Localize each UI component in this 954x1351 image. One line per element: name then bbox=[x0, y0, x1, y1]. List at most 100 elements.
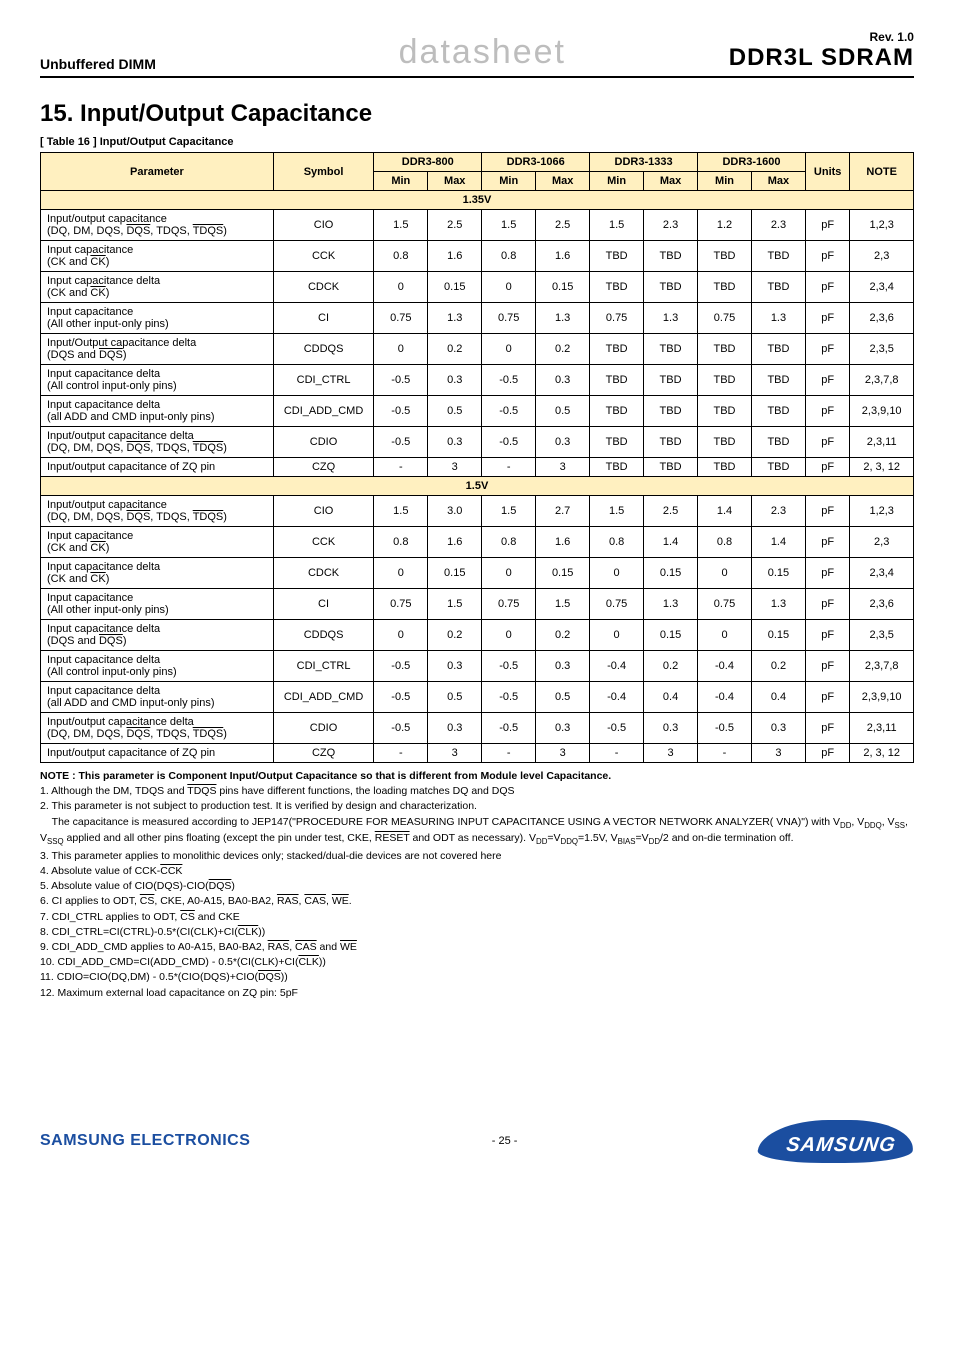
cell-note: 2,3,4 bbox=[850, 558, 914, 589]
header-right: Rev. 1.0 DDR3L SDRAM bbox=[729, 30, 914, 72]
cell-value: 0.3 bbox=[536, 427, 590, 458]
cell-value: 0 bbox=[482, 334, 536, 365]
cell-value: 0 bbox=[698, 558, 752, 589]
cell-value: 0.2 bbox=[536, 620, 590, 651]
cell-value: 1.3 bbox=[644, 303, 698, 334]
cell-value: - bbox=[590, 744, 644, 763]
cell-parameter: Input capacitance delta(DQS and DQS) bbox=[41, 620, 274, 651]
cell-symbol: CCK bbox=[273, 527, 374, 558]
cell-units: pF bbox=[805, 682, 849, 713]
cell-value: TBD bbox=[751, 365, 805, 396]
cell-value: 0.15 bbox=[751, 620, 805, 651]
table-row: Input capacitance(All other input-only p… bbox=[41, 303, 914, 334]
cell-value: 2.3 bbox=[751, 496, 805, 527]
cell-value: 0.4 bbox=[644, 682, 698, 713]
cell-value: TBD bbox=[751, 427, 805, 458]
col-ddr3-1333: DDR3-1333 bbox=[590, 153, 698, 172]
cell-note: 1,2,3 bbox=[850, 210, 914, 241]
cell-value: TBD bbox=[644, 334, 698, 365]
cell-value: 0 bbox=[698, 620, 752, 651]
col-min: Min bbox=[698, 172, 752, 191]
cell-value: 0.15 bbox=[644, 558, 698, 589]
table-row: Input capacitance(CK and CK)CCK0.81.60.8… bbox=[41, 527, 914, 558]
cell-value: TBD bbox=[590, 241, 644, 272]
cell-value: 3 bbox=[751, 744, 805, 763]
col-max: Max bbox=[644, 172, 698, 191]
cell-symbol: CDI_CTRL bbox=[273, 651, 374, 682]
cell-value: TBD bbox=[590, 334, 644, 365]
table-row: Input capacitance delta(CK and CK)CDCK00… bbox=[41, 558, 914, 589]
cell-note: 2,3 bbox=[850, 241, 914, 272]
cell-value: -0.4 bbox=[698, 651, 752, 682]
cell-parameter: Input capacitance(CK and CK) bbox=[41, 241, 274, 272]
cell-value: 2.5 bbox=[644, 496, 698, 527]
cell-parameter: Input/output capacitance(DQ, DM, DQS, DQ… bbox=[41, 496, 274, 527]
cell-value: TBD bbox=[698, 241, 752, 272]
cell-value: TBD bbox=[751, 396, 805, 427]
cell-value: 0.5 bbox=[536, 396, 590, 427]
cell-value: 3 bbox=[428, 458, 482, 477]
cell-value: TBD bbox=[644, 458, 698, 477]
col-max: Max bbox=[428, 172, 482, 191]
cell-value: -0.5 bbox=[482, 713, 536, 744]
cell-symbol: CDCK bbox=[273, 558, 374, 589]
table-row: Input/output capacitance(DQ, DM, DQS, DQ… bbox=[41, 210, 914, 241]
cell-value: 0.5 bbox=[428, 682, 482, 713]
cell-note: 2,3,11 bbox=[850, 427, 914, 458]
note-line: 10. CDI_ADD_CMD=CI(ADD_CMD) - 0.5*(CI(CL… bbox=[40, 955, 914, 969]
note-line: 4. Absolute value of CCK-CCK bbox=[40, 864, 914, 878]
cell-symbol: CIO bbox=[273, 496, 374, 527]
table-row: Input capacitance delta(all ADD and CMD … bbox=[41, 396, 914, 427]
cell-value: - bbox=[698, 744, 752, 763]
section-title: 15. Input/Output Capacitance bbox=[40, 100, 914, 128]
cell-symbol: CIO bbox=[273, 210, 374, 241]
cell-value: 0.75 bbox=[482, 589, 536, 620]
cell-value: -0.5 bbox=[374, 365, 428, 396]
footer-page-number: - 25 - bbox=[492, 1135, 518, 1147]
voltage-header-cell: 1.35V bbox=[41, 191, 914, 210]
cell-value: 0.2 bbox=[428, 334, 482, 365]
cell-value: 0.75 bbox=[698, 303, 752, 334]
voltage-header-row: 1.5V bbox=[41, 477, 914, 496]
cell-value: 0 bbox=[482, 558, 536, 589]
cell-value: 1.5 bbox=[374, 210, 428, 241]
cell-note: 2,3,9,10 bbox=[850, 396, 914, 427]
table-row: Input/output capacitance delta(DQ, DM, D… bbox=[41, 713, 914, 744]
cell-units: pF bbox=[805, 210, 849, 241]
voltage-header-row: 1.35V bbox=[41, 191, 914, 210]
cell-value: 3 bbox=[536, 744, 590, 763]
cell-units: pF bbox=[805, 365, 849, 396]
cell-value: TBD bbox=[644, 241, 698, 272]
cell-value: 0.75 bbox=[374, 589, 428, 620]
cell-symbol: CI bbox=[273, 589, 374, 620]
voltage-header-cell: 1.5V bbox=[41, 477, 914, 496]
notes-block: NOTE : This parameter is Component Input… bbox=[40, 769, 914, 1000]
cell-value: TBD bbox=[644, 427, 698, 458]
cell-value: 0.8 bbox=[482, 527, 536, 558]
note-line: The capacitance is measured according to… bbox=[40, 815, 914, 848]
cell-value: - bbox=[482, 458, 536, 477]
cell-symbol: CDI_ADD_CMD bbox=[273, 682, 374, 713]
cell-symbol: CCK bbox=[273, 241, 374, 272]
cell-value: 0 bbox=[374, 334, 428, 365]
cell-note: 2,3,4 bbox=[850, 272, 914, 303]
cell-value: 1.3 bbox=[536, 303, 590, 334]
table-row: Input/output capacitance delta(DQ, DM, D… bbox=[41, 427, 914, 458]
cell-value: -0.5 bbox=[374, 396, 428, 427]
cell-value: 0.2 bbox=[536, 334, 590, 365]
note-line: 3. This parameter applies to monolithic … bbox=[40, 849, 914, 863]
table-row: Input capacitance(All other input-only p… bbox=[41, 589, 914, 620]
cell-value: 0.3 bbox=[536, 365, 590, 396]
cell-units: pF bbox=[805, 272, 849, 303]
cell-value: 3 bbox=[428, 744, 482, 763]
col-ddr3-800: DDR3-800 bbox=[374, 153, 482, 172]
cell-units: pF bbox=[805, 303, 849, 334]
cell-parameter: Input capacitance delta(All control inpu… bbox=[41, 651, 274, 682]
cell-value: TBD bbox=[590, 396, 644, 427]
cell-value: 1.4 bbox=[698, 496, 752, 527]
cell-value: 0.4 bbox=[751, 682, 805, 713]
cell-value: -0.5 bbox=[374, 651, 428, 682]
cell-value: 1.2 bbox=[698, 210, 752, 241]
cell-value: 0.75 bbox=[374, 303, 428, 334]
cell-value: TBD bbox=[751, 241, 805, 272]
